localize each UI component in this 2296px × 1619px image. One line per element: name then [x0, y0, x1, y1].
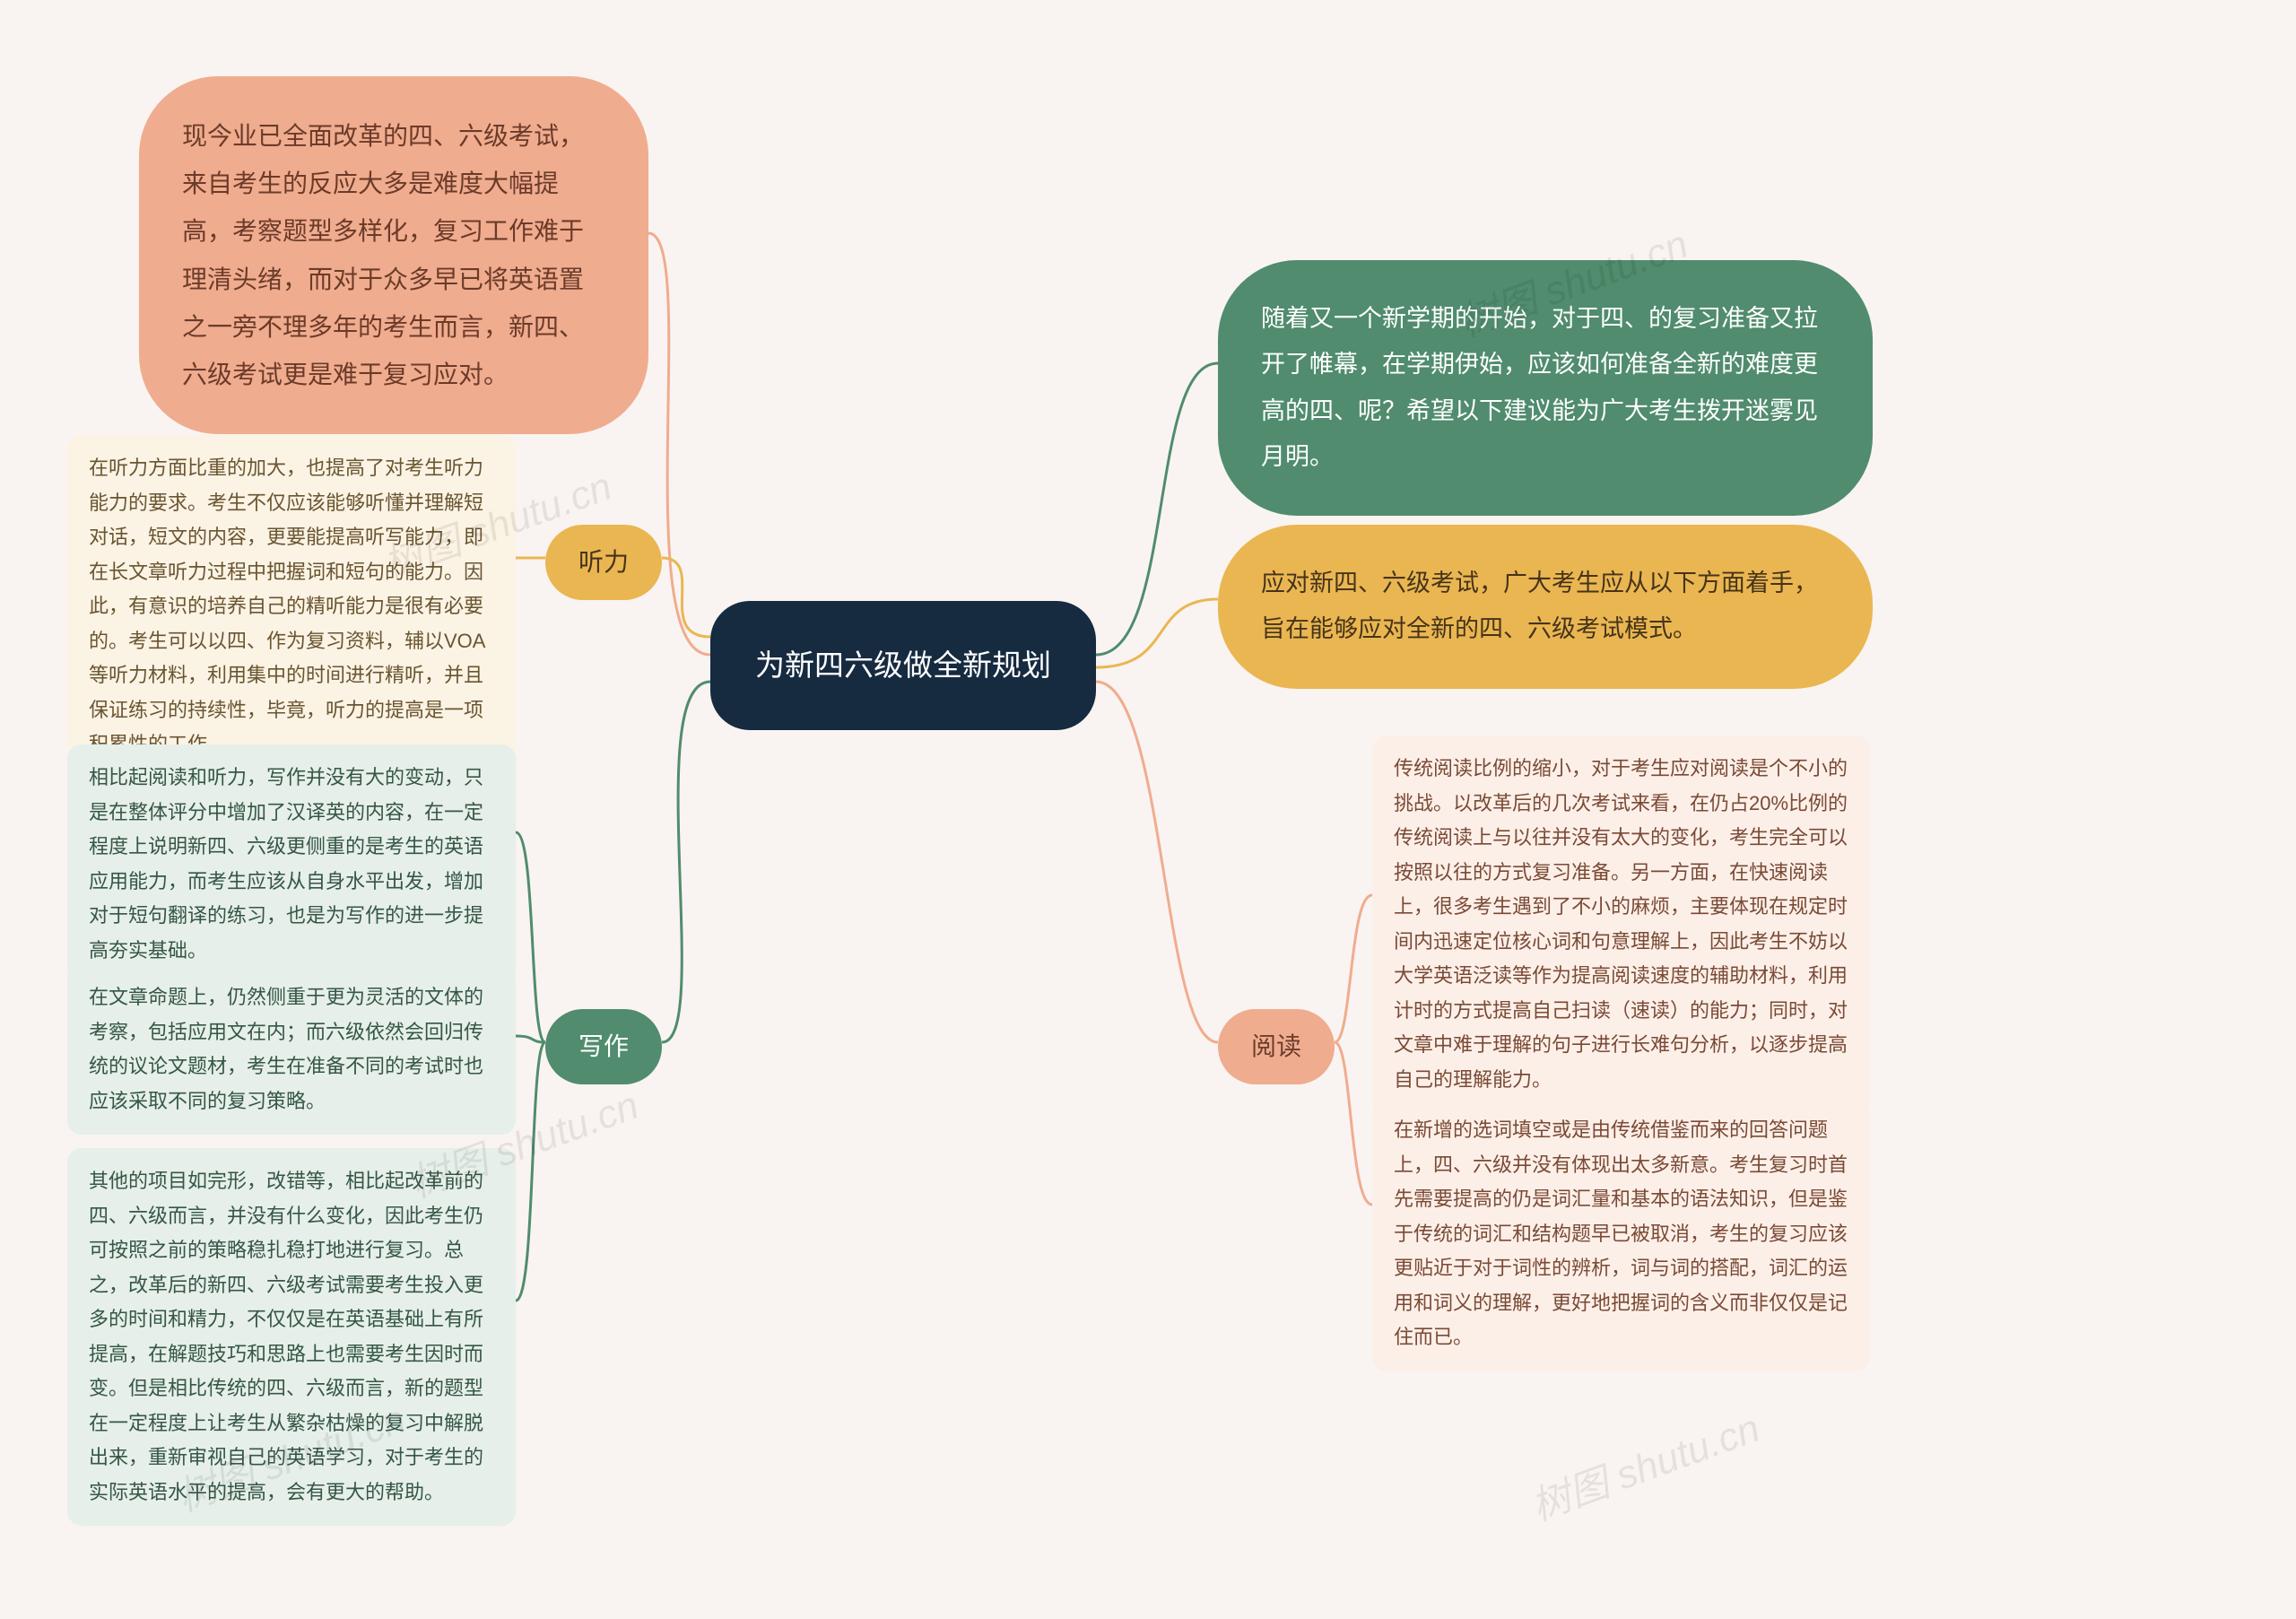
connector-path	[1096, 599, 1218, 667]
connector-path	[516, 1042, 545, 1301]
branch-listening: 听力	[545, 525, 662, 600]
connector-path	[1096, 363, 1218, 655]
detail-reading-2: 在新增的选词填空或是由传统借鉴而来的回答问题上，四、六级并没有体现出太多新意。考…	[1372, 1097, 1870, 1371]
detail-listening-1: 在听力方面比重的加大，也提高了对考生听力能力的要求。考生不仅应该能够听懂并理解短…	[67, 435, 516, 779]
connector-path	[1335, 895, 1372, 1042]
branch-reading: 阅读	[1218, 1009, 1335, 1084]
connector-path	[662, 682, 710, 1042]
center-topic-text: 为新四六级做全新规划	[755, 642, 1051, 688]
detail-writing-2: 在文章命题上，仍然侧重于更为灵活的文体的考察，包括应用文在内；而六级依然会回归传…	[67, 964, 516, 1135]
connector-path	[516, 832, 545, 1042]
intro-left: 现今业已全面改革的四、六级考试，来自考生的反应大多是难度大幅提高，考察题型多样化…	[139, 76, 648, 434]
intro-right-2: 应对新四、六级考试，广大考生应从以下方面着手，旨在能够应对全新的四、六级考试模式…	[1218, 525, 1873, 689]
connector-path	[662, 558, 710, 637]
detail-writing-3: 其他的项目如完形，改错等，相比起改革前的四、六级而言，并没有什么变化，因此考生仍…	[67, 1148, 516, 1526]
detail-reading-1: 传统阅读比例的缩小，对于考生应对阅读是个不小的挑战。以改革后的几次考试来看，在仍…	[1372, 736, 1870, 1113]
connector-path	[648, 233, 710, 655]
detail-writing-1: 相比起阅读和听力，写作并没有大的变动，只是在整体评分中增加了汉译英的内容，在一定…	[67, 744, 516, 984]
connector-path	[1335, 1042, 1372, 1205]
connector-path	[516, 1036, 545, 1042]
watermark: 树图 shutu.cn	[1522, 1396, 1766, 1531]
center-topic: 为新四六级做全新规划	[710, 601, 1096, 730]
intro-right-1: 随着又一个新学期的开始，对于四、的复习准备又拉开了帷幕，在学期伊始，应该如何准备…	[1218, 260, 1873, 516]
branch-writing: 写作	[545, 1009, 662, 1084]
connector-path	[1096, 682, 1218, 1042]
